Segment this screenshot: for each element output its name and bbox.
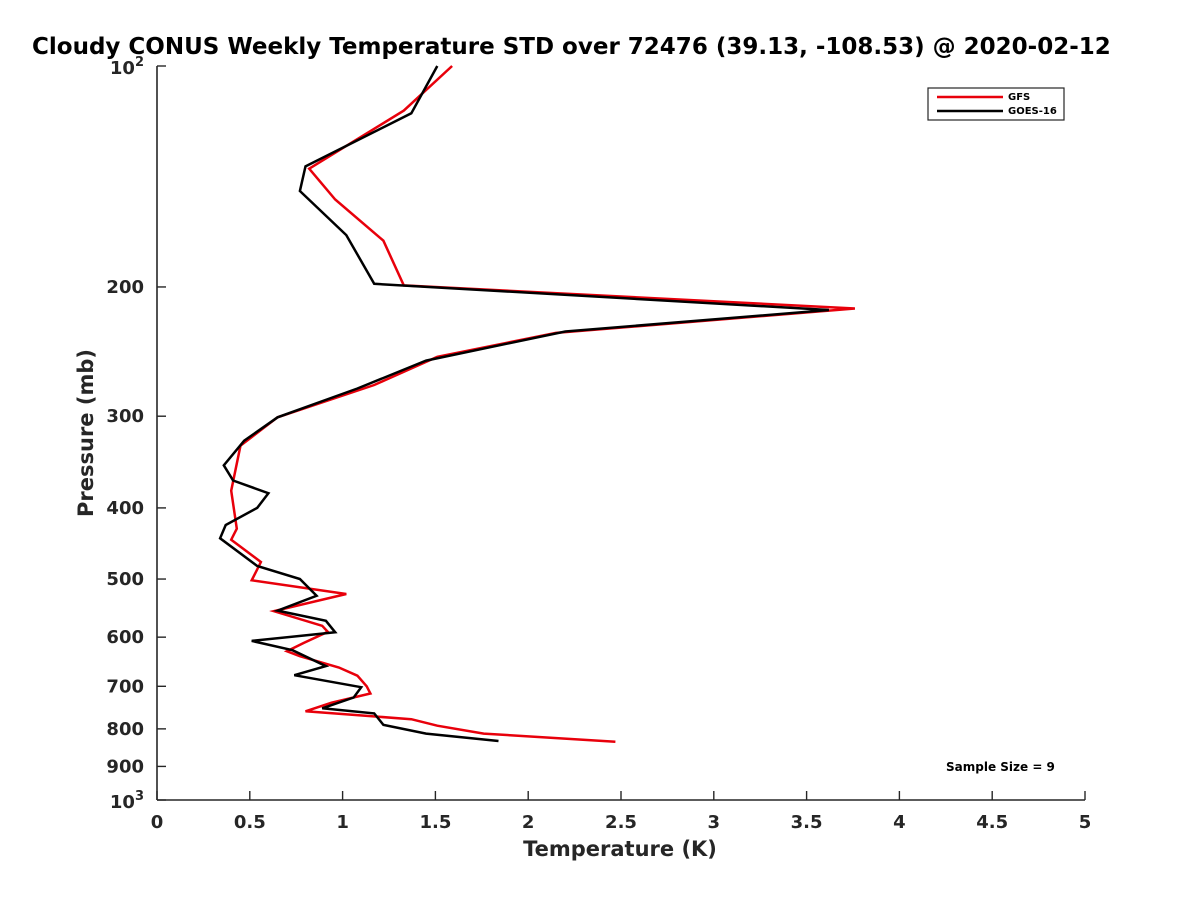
plot-area	[157, 66, 1085, 800]
legend-label-gfs: GFS	[1008, 92, 1030, 103]
x-tick-label: 0	[151, 812, 164, 833]
y-tick-label: 800	[106, 719, 144, 740]
x-tick-label: 2	[522, 812, 535, 833]
chart-title: Cloudy CONUS Weekly Temperature STD over…	[32, 34, 1111, 60]
x-tick-label: 4.5	[976, 812, 1008, 833]
y-tick-label: 200	[106, 277, 144, 298]
y-tick-label: 400	[106, 498, 144, 519]
y-axis-label: Pressure (mb)	[74, 349, 98, 517]
sample-size-annotation: Sample Size = 9	[946, 760, 1055, 774]
y-tick-label: 900	[106, 756, 144, 777]
x-axis-label: Temperature (K)	[523, 837, 717, 861]
y-tick-label: 300	[106, 406, 144, 427]
y-tick-label: 700	[106, 676, 144, 697]
legend-box	[927, 87, 1065, 121]
y-tick-label: 600	[106, 627, 144, 648]
x-tick-label: 5	[1079, 812, 1092, 833]
y-tick-label: 102	[110, 55, 144, 79]
x-tick-label: 3.5	[791, 812, 823, 833]
legend-label-goes-16: GOES-16	[1008, 106, 1057, 117]
x-tick-label: 4	[893, 812, 906, 833]
y-tick-label: 103	[110, 789, 144, 813]
ticks-layer: 0 0.5 1 1.5 2 2.5 3 3.5 4 4.5 5 200 300 400 500 600 700 8…	[106, 55, 1091, 833]
x-tick-label: 1	[336, 812, 349, 833]
x-tick-label: 2.5	[605, 812, 637, 833]
legend: GFS GOES-16	[927, 87, 1065, 121]
series-line-goes-16	[218, 65, 830, 743]
plot-background	[157, 66, 1085, 800]
x-tick-label: 3	[708, 812, 721, 833]
series-layer	[218, 65, 856, 744]
x-tick-label: 0.5	[234, 812, 266, 833]
x-tick-label: 1.5	[419, 812, 451, 833]
y-tick-label: 500	[106, 569, 144, 590]
